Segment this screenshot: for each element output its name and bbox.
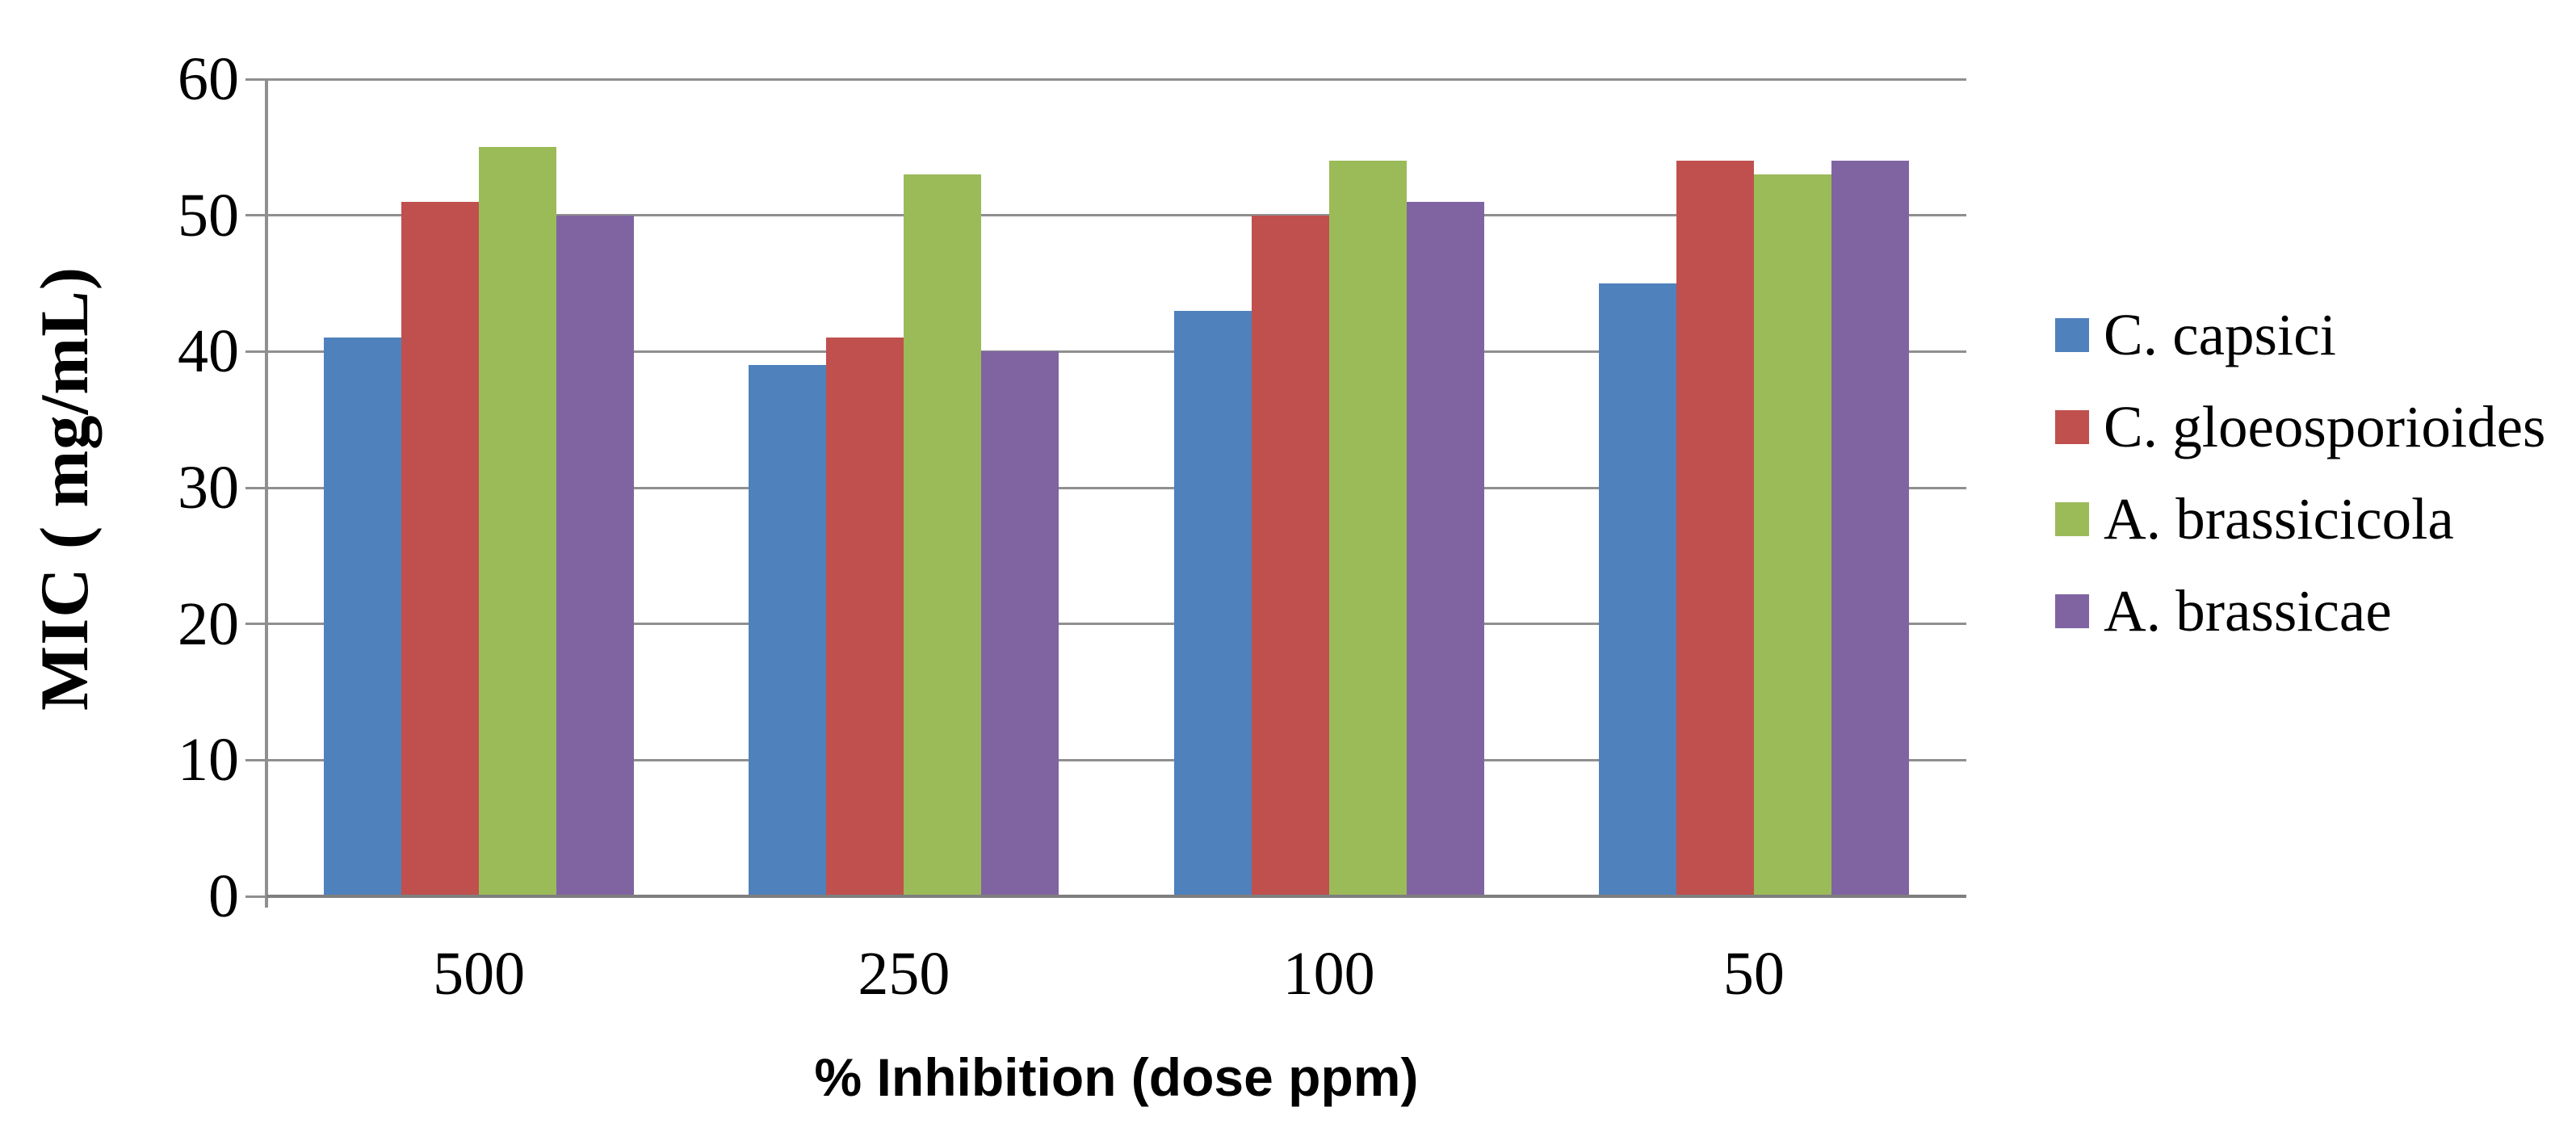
legend-swatch-icon xyxy=(2055,410,2089,444)
gridline-y50 xyxy=(266,214,1966,217)
bar-c-gloeosporioides-50 xyxy=(1676,161,1754,896)
gridline-y20 xyxy=(266,623,1966,626)
y-tick-mark-20 xyxy=(245,623,266,626)
x-tick-label-500: 500 xyxy=(433,940,526,1008)
bar-a-brassicae-500 xyxy=(556,215,635,896)
legend-label: C. gloeosporioides xyxy=(2104,394,2546,459)
y-tick-label-40: 40 xyxy=(178,317,239,386)
y-tick-mark-60 xyxy=(245,78,266,81)
bar-c-gloeosporioides-250 xyxy=(826,338,904,896)
legend-label: A. brassicicola xyxy=(2104,486,2454,552)
bar-a-brassicicola-100 xyxy=(1328,161,1407,896)
bar-c-gloeosporioides-500 xyxy=(401,201,480,896)
legend-swatch-icon xyxy=(2055,318,2089,352)
legend-item-c-gloeosporioides: C. gloeosporioides xyxy=(2055,393,2545,461)
bar-a-brassicicola-250 xyxy=(904,174,982,896)
gridline-y30 xyxy=(266,486,1966,489)
bar-c-capsici-100 xyxy=(1173,310,1252,896)
bar-c-capsici-500 xyxy=(324,338,402,896)
gridline-y10 xyxy=(266,758,1966,761)
x-tick-label-250: 250 xyxy=(858,940,950,1008)
y-tick-label-20: 20 xyxy=(178,589,239,658)
x-axis-title: % Inhibition (dose ppm) xyxy=(814,1047,1419,1107)
legend: C. capsici C. gloeosporioides A. brassicic… xyxy=(2055,301,2545,669)
bar-a-brassicae-50 xyxy=(1831,161,1909,896)
x-axis-baseline xyxy=(266,895,1966,898)
bar-a-brassicicola-500 xyxy=(479,147,557,896)
y-tick-label-30: 30 xyxy=(178,454,239,522)
y-axis-tick-labels: 0 10 20 30 40 50 60 xyxy=(0,45,239,930)
legend-item-c-capsici: C. capsici xyxy=(2055,301,2545,369)
y-tick-label-50: 50 xyxy=(178,181,239,250)
y-tick-mark-40 xyxy=(245,350,266,353)
bar-group-100 xyxy=(1173,161,1484,896)
x-tick-label-50: 50 xyxy=(1722,940,1785,1008)
bar-group-500 xyxy=(324,147,635,896)
y-tick-mark-30 xyxy=(245,486,266,489)
gridline-y60 xyxy=(266,78,1966,81)
legend-label: A. brassicae xyxy=(2104,578,2392,644)
bar-a-brassicae-100 xyxy=(1406,201,1484,896)
bar-group-250 xyxy=(749,174,1059,896)
plot-area xyxy=(245,78,1966,908)
legend-item-a-brassicicola: A. brassicicola xyxy=(2055,485,2545,553)
y-tick-label-0: 0 xyxy=(208,862,239,930)
bar-a-brassicae-250 xyxy=(981,351,1059,896)
legend-item-a-brassicae: A. brassicae xyxy=(2055,577,2545,645)
y-tick-mark-0 xyxy=(245,895,266,898)
y-tick-mark-10 xyxy=(245,758,266,761)
legend-swatch-icon xyxy=(2055,502,2089,536)
y-tick-label-10: 10 xyxy=(178,726,239,795)
x-axis-tick-labels: 500 250 100 50 xyxy=(266,939,1966,1009)
bar-c-gloeosporioides-100 xyxy=(1251,215,1329,896)
legend-swatch-icon xyxy=(2055,594,2089,628)
bar-group-50 xyxy=(1598,161,1909,896)
gridline-y40 xyxy=(266,350,1966,353)
y-axis-line xyxy=(265,79,268,908)
legend-label: C. capsici xyxy=(2104,302,2336,367)
bar-c-capsici-50 xyxy=(1598,283,1676,896)
bar-c-capsici-250 xyxy=(749,365,827,896)
y-tick-mark-50 xyxy=(245,214,266,217)
bar-a-brassicicola-50 xyxy=(1753,174,1831,896)
y-tick-label-60: 60 xyxy=(178,45,239,113)
x-tick-label-100: 100 xyxy=(1282,940,1375,1008)
